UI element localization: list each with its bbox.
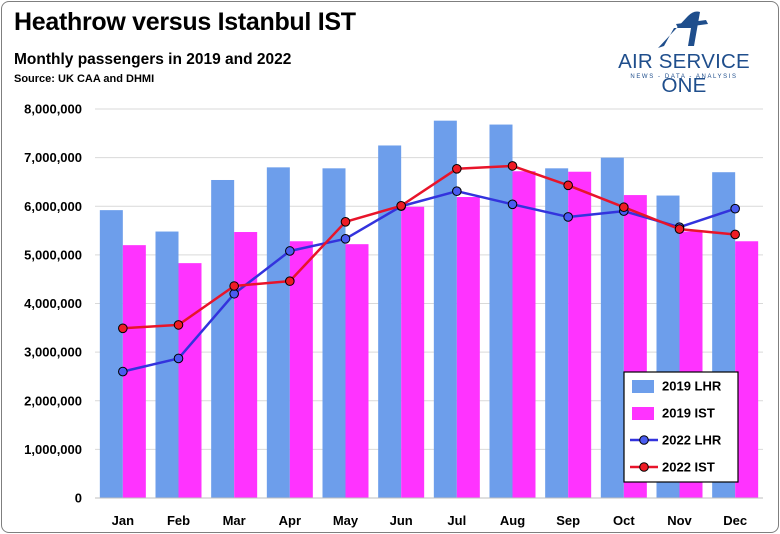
- bar-2019-lhr: [433, 120, 457, 499]
- bar-2019-lhr: [545, 168, 569, 498]
- bars: [99, 120, 759, 499]
- point-2022-ist: [507, 161, 518, 171]
- legend-swatch-2019-ist: [632, 407, 654, 420]
- point-2022-ist: [674, 224, 685, 234]
- point-2022-ist: [173, 320, 184, 330]
- bar-2019-lhr: [266, 167, 290, 498]
- x-axis-ticks: Jan Feb Mar Apr May Jun Jul Aug Sep Oct Nov Dec: [112, 513, 747, 528]
- x-tick-label: Mar: [223, 513, 246, 528]
- bar-2019-ist: [178, 263, 202, 498]
- y-tick-label: 7,000,000: [24, 150, 82, 165]
- bar-2019-ist: [456, 197, 480, 499]
- legend-label-2019-lhr: 2019 LHR: [662, 379, 722, 394]
- line-2022-lhr: [122, 189, 736, 373]
- bar-2019-lhr: [322, 168, 346, 498]
- line-2022-ist: [122, 164, 736, 330]
- point-2022-ist: [563, 180, 573, 191]
- bar-2019-lhr: [155, 231, 179, 498]
- point-2022-lhr: [173, 353, 184, 364]
- point-2022-ist: [118, 323, 128, 334]
- logo-tagline: NEWS - DATA - ANALYSIS: [630, 74, 738, 80]
- point-2022-ist: [730, 229, 740, 240]
- bar-2019-lhr: [99, 210, 123, 498]
- chart-title: Heathrow versus Istanbul IST: [14, 8, 356, 36]
- legend-label-2019-ist: 2019 IST: [662, 406, 715, 421]
- x-tick-label: Jul: [447, 513, 466, 528]
- legend-label-2022-lhr: 2022 LHR: [662, 433, 722, 448]
- bar-2019-lhr: [211, 179, 235, 498]
- bar-2019-ist: [401, 206, 425, 498]
- y-tick-label: 2,000,000: [24, 393, 82, 408]
- bar-2019-lhr: [489, 124, 513, 498]
- y-tick-label: 1,000,000: [24, 442, 82, 457]
- legend: 2019 LHR 2019 IST 2022 LHR 2022 IST: [623, 371, 739, 483]
- chart-subtitle: Monthly passengers in 2019 and 2022: [14, 51, 292, 68]
- x-tick-label: Jan: [112, 513, 134, 528]
- bar-2019-ist: [512, 171, 536, 499]
- bar-2019-ist: [234, 232, 258, 499]
- x-tick-label: Apr: [279, 513, 301, 528]
- legend-marker-2022-ist: [639, 462, 649, 472]
- logo-name: AIR SERVICE ONE: [618, 50, 750, 97]
- x-tick-label: Dec: [723, 513, 747, 528]
- bar-2019-ist: [122, 245, 146, 498]
- point-2022-lhr: [452, 186, 462, 196]
- point-2022-ist: [285, 276, 295, 286]
- bar-2019-lhr: [600, 157, 624, 498]
- point-2022-lhr: [507, 199, 518, 210]
- y-tick-label: 5,000,000: [24, 247, 82, 262]
- x-tick-label: Aug: [500, 513, 525, 528]
- x-tick-label: May: [333, 513, 359, 528]
- y-tick-label: 8,000,000: [24, 102, 82, 117]
- x-tick-label: Jun: [390, 513, 413, 528]
- logo-icon: [658, 11, 708, 48]
- point-2022-ist: [340, 217, 351, 227]
- bar-2019-ist: [735, 241, 759, 498]
- x-tick-label: Feb: [167, 513, 190, 528]
- grid-lines: [95, 108, 763, 450]
- legend-label-2022-ist: 2022 IST: [662, 460, 715, 475]
- point-2022-lhr: [340, 234, 351, 244]
- legend-marker-2022-lhr: [639, 435, 649, 445]
- point-2022-ist: [452, 164, 462, 174]
- point-2022-lhr: [730, 203, 740, 214]
- point-2022-ist: [619, 202, 629, 213]
- bar-2019-ist: [568, 171, 592, 498]
- point-2022-lhr: [285, 246, 295, 256]
- chart-source: Source: UK CAA and DHMI: [14, 73, 155, 85]
- point-2022-ist: [229, 281, 239, 291]
- point-2022-ist: [396, 200, 406, 211]
- legend-swatch-2019-lhr: [632, 380, 654, 393]
- x-tick-label: Nov: [667, 513, 692, 528]
- bar-2019-lhr: [378, 145, 402, 498]
- y-tick-label: 6,000,000: [24, 199, 82, 214]
- point-2022-lhr: [118, 366, 128, 377]
- x-tick-label: Oct: [613, 513, 635, 528]
- y-tick-label: 3,000,000: [24, 345, 82, 360]
- lines: [118, 161, 740, 377]
- x-tick-label: Sep: [556, 513, 580, 528]
- y-tick-label: 0: [75, 491, 82, 506]
- bar-2019-ist: [289, 241, 313, 498]
- bar-2019-ist: [345, 244, 369, 498]
- y-axis-ticks: 0 1,000,000 2,000,000 3,000,000 4,000,000 5,0…: [24, 102, 82, 506]
- y-tick-label: 4,000,000: [24, 296, 82, 311]
- point-2022-lhr: [563, 212, 573, 222]
